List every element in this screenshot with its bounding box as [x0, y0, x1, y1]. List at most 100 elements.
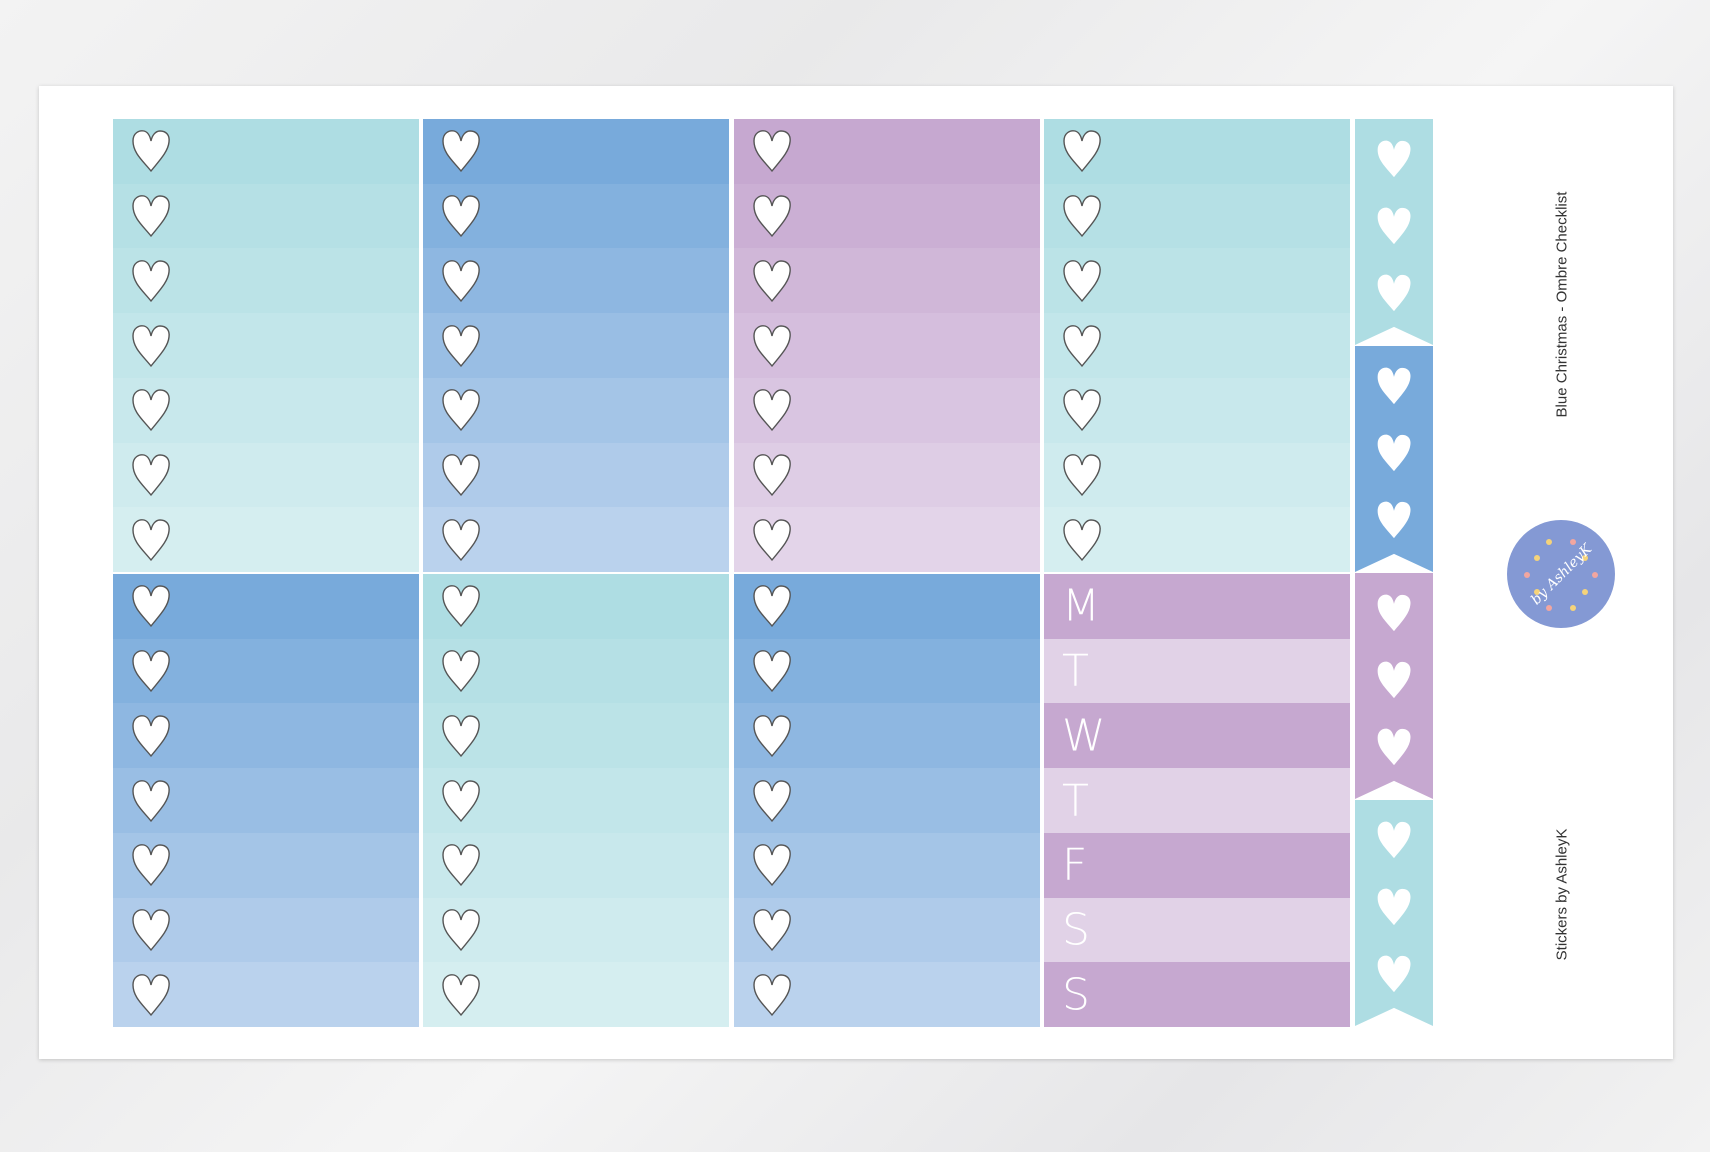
checklist-block: [423, 119, 729, 573]
heart-icon: [129, 582, 173, 630]
checklist-row: [1044, 119, 1350, 184]
checklist-row: [423, 962, 729, 1028]
heart-icon: [129, 127, 173, 175]
heart-icon: [750, 322, 794, 370]
checklist-row: [113, 313, 419, 378]
sheet-title: Blue Christmas - Ombre Checklist: [1553, 191, 1571, 418]
checklist-row: [734, 119, 1040, 184]
checklist-block: [734, 574, 1040, 1028]
checklist-row: [734, 638, 1040, 704]
checklist-row: [734, 574, 1040, 639]
checklist-row: [1044, 248, 1350, 314]
checklist-block: [113, 574, 419, 1028]
heart-icon: [750, 906, 794, 954]
logo: by AshleyK: [1507, 520, 1615, 628]
heart-icon: [439, 257, 483, 305]
heart-icon: [750, 516, 794, 564]
logo-text: by AshleyK: [1528, 540, 1596, 608]
heart-icon: [750, 841, 794, 889]
heart-icon: [129, 516, 173, 564]
checklist-row: [423, 638, 729, 704]
heart-icon: [129, 322, 173, 370]
heart-icon: [750, 127, 794, 175]
heart-icon: [1374, 952, 1414, 1001]
checklist-row: [423, 897, 729, 963]
heart-icon: [439, 322, 483, 370]
checklist-row: [423, 183, 729, 249]
day-label: T: [1062, 645, 1089, 697]
checklist-row: [423, 703, 729, 769]
day-label: T: [1062, 775, 1089, 827]
checklist-row: [1044, 442, 1350, 508]
checklist-row: S: [1044, 897, 1350, 963]
day-label: W: [1062, 710, 1106, 762]
checklist-row: [1044, 183, 1350, 249]
checklist-row: [423, 377, 729, 443]
heart-icon: [1060, 516, 1104, 564]
heart-icon: [1374, 271, 1414, 320]
heart-icon: [439, 127, 483, 175]
heart-icon: [439, 647, 483, 695]
heart-icon: [1374, 204, 1414, 253]
day-label: S: [1062, 904, 1090, 956]
heart-icon: [1374, 725, 1414, 774]
heart-icon: [129, 386, 173, 434]
checklist-row: [734, 313, 1040, 378]
checklist-row: [113, 703, 419, 769]
checklist-row: [423, 768, 729, 833]
heart-icon: [1374, 137, 1414, 186]
checklist-row: [734, 248, 1040, 314]
heart-icon: [439, 582, 483, 630]
checklist-row: T: [1044, 638, 1350, 704]
checklist-row: [1044, 507, 1350, 573]
heart-icon: [1374, 818, 1414, 867]
checklist-block: [423, 574, 729, 1028]
heart-icon: [129, 647, 173, 695]
checklist-block: [734, 119, 1040, 573]
checklist-row: [113, 897, 419, 963]
checklist-row: [113, 119, 419, 184]
heart-icon: [1374, 885, 1414, 934]
checklist-row: [734, 897, 1040, 963]
heart-icon: [750, 712, 794, 760]
heart-icon: [750, 971, 794, 1019]
heart-icon: [439, 386, 483, 434]
checklist-row: [113, 377, 419, 443]
heart-icon: [750, 386, 794, 434]
checklist-row: W: [1044, 703, 1350, 769]
heart-icon: [439, 906, 483, 954]
heart-icon: [129, 906, 173, 954]
checklist-row: [423, 574, 729, 639]
checklist-row: [1044, 313, 1350, 378]
heart-icon: [129, 777, 173, 825]
heart-icon: [439, 777, 483, 825]
heart-icon: [750, 777, 794, 825]
checklist-row: F: [1044, 832, 1350, 898]
checklist-row: [423, 832, 729, 898]
day-label: S: [1062, 969, 1090, 1021]
heart-icon: [750, 257, 794, 305]
checklist-row: [423, 507, 729, 573]
checklist-row: [734, 962, 1040, 1028]
heart-icon: [439, 712, 483, 760]
checklist-row: T: [1044, 768, 1350, 833]
checklist-row: [734, 703, 1040, 769]
checklist-row: [113, 638, 419, 704]
flag-sticker: [1355, 800, 1433, 1026]
heart-icon: [1060, 451, 1104, 499]
heart-icon: [1374, 431, 1414, 480]
heart-icon: [1374, 498, 1414, 547]
heart-icon: [750, 192, 794, 240]
checklist-row: [113, 183, 419, 249]
heart-icon: [129, 712, 173, 760]
checklist-row: [113, 832, 419, 898]
heart-icon: [1374, 658, 1414, 707]
checklist-row: [734, 832, 1040, 898]
day-label: F: [1062, 839, 1088, 891]
heart-icon: [129, 971, 173, 1019]
credit-text: Stickers by AshleyK: [1553, 828, 1571, 961]
flag-sticker: [1355, 346, 1433, 572]
flag-sticker: [1355, 119, 1433, 345]
checklist-row: [734, 507, 1040, 573]
logo-mark: by AshleyK: [1524, 539, 1598, 611]
